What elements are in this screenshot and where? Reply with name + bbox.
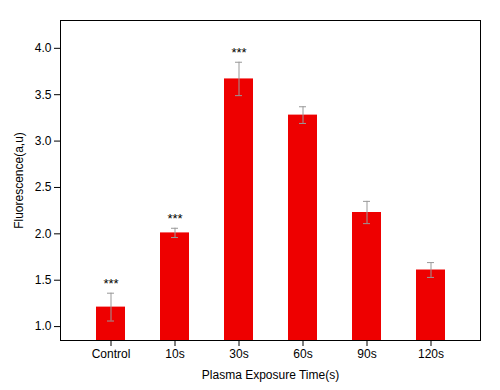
svg-text:3.5: 3.5 xyxy=(35,88,52,102)
svg-text:4.0: 4.0 xyxy=(35,41,52,55)
svg-text:10s: 10s xyxy=(165,347,184,361)
svg-text:Plasma Exposure Time(s): Plasma Exposure Time(s) xyxy=(202,368,339,382)
svg-text:***: *** xyxy=(167,211,182,226)
svg-text:1.0: 1.0 xyxy=(35,319,52,333)
svg-text:120s: 120s xyxy=(418,347,444,361)
svg-text:Fluorescence(a,u): Fluorescence(a,u) xyxy=(12,132,26,229)
svg-text:90s: 90s xyxy=(357,347,376,361)
svg-text:Control: Control xyxy=(92,347,131,361)
svg-text:2.5: 2.5 xyxy=(35,180,52,194)
svg-text:2.0: 2.0 xyxy=(35,227,52,241)
svg-text:***: *** xyxy=(231,45,246,60)
svg-text:1.5: 1.5 xyxy=(35,273,52,287)
svg-text:30s: 30s xyxy=(229,347,248,361)
svg-text:***: *** xyxy=(103,276,118,291)
svg-text:60s: 60s xyxy=(293,347,312,361)
svg-text:3.0: 3.0 xyxy=(35,134,52,148)
